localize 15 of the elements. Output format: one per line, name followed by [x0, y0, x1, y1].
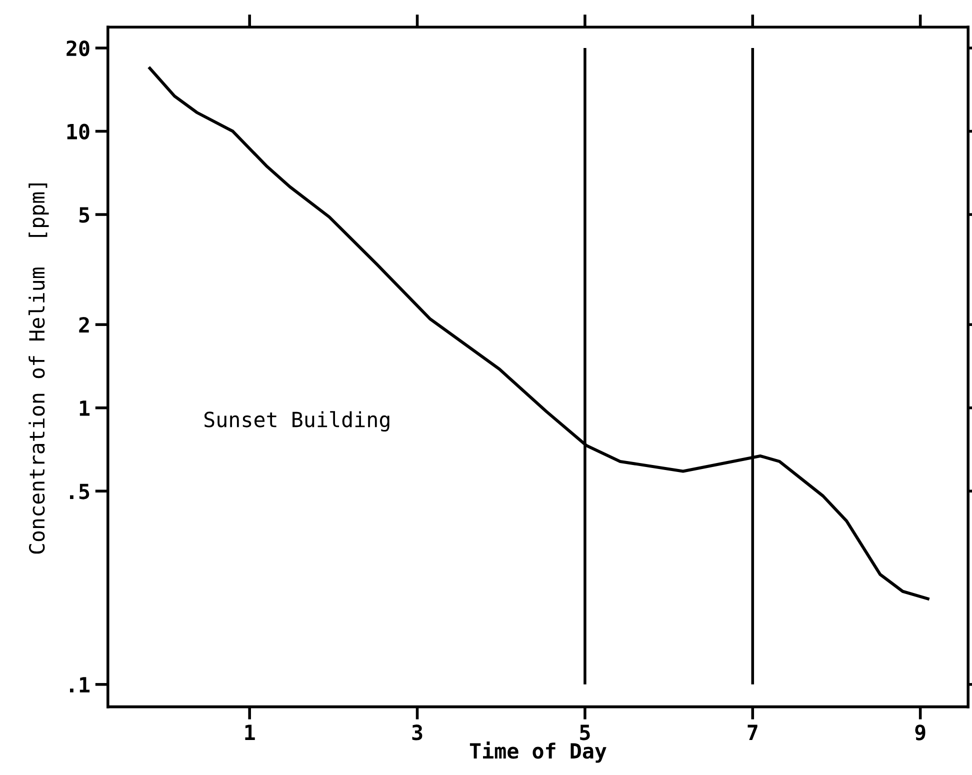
y-tick-label: 5	[79, 207, 90, 223]
x-tick-label: 1	[245, 724, 255, 740]
y-tick-label: 1	[80, 400, 90, 416]
annotation: Sunset Building	[204, 411, 390, 432]
x-tick-label: 7	[748, 724, 758, 740]
y-tick-label: .1	[70, 677, 90, 692]
x-tick-label: 9	[915, 724, 926, 740]
x-tick-label: 5	[580, 724, 590, 740]
x-axis-title: Time of Day	[470, 742, 606, 763]
y-tick-label: 20	[66, 40, 90, 56]
y-tick-label: 10	[67, 124, 90, 140]
x-tick-label: 3	[412, 724, 422, 740]
y-axis-title: Concentration of Helium [ppm]	[28, 184, 49, 554]
y-tick-label: 2	[79, 317, 89, 333]
y-tick-label: .5	[70, 484, 90, 500]
